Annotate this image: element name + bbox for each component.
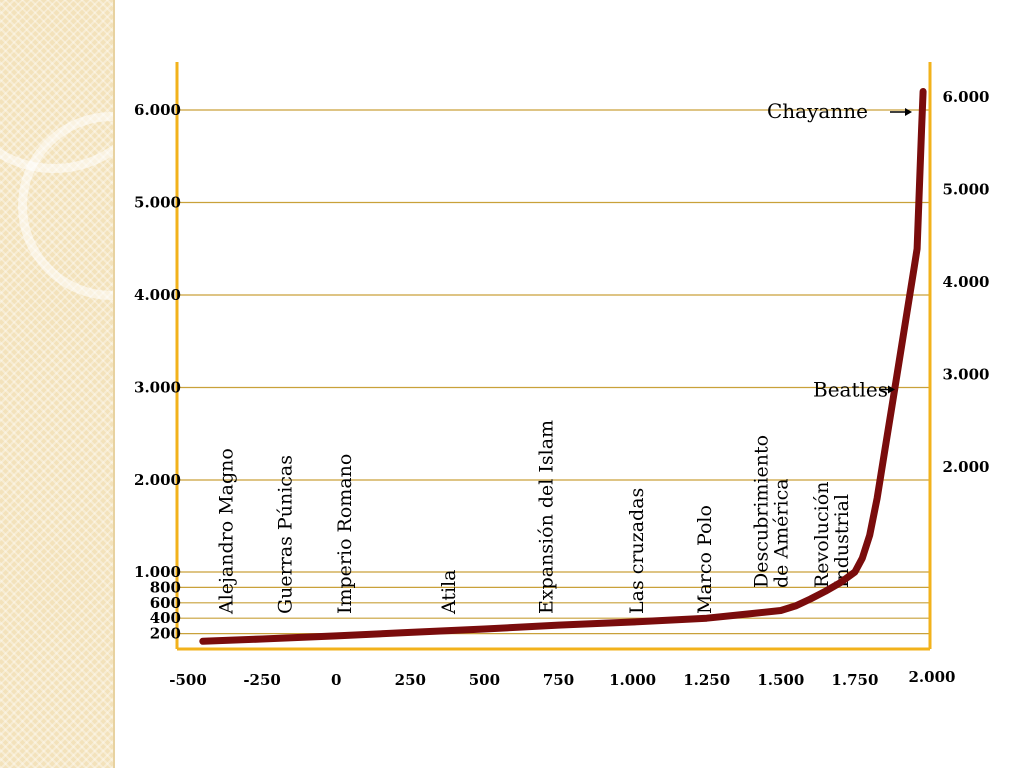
y-tick-label-left: 1.000 xyxy=(134,563,181,581)
y-tick-label-right: 6.000 xyxy=(943,88,990,106)
x-tick-label: 500 xyxy=(469,671,500,689)
annotation-label: Chayanne xyxy=(767,99,868,123)
y-tick-label-left: 4.000 xyxy=(134,286,181,304)
y-tick-label-left: 200 xyxy=(150,625,181,643)
event-label: Industrial xyxy=(831,494,853,588)
y-tick-label-right: 5.000 xyxy=(943,181,990,199)
event-label: de América xyxy=(770,478,792,588)
event-label: Expansión del Islam xyxy=(536,420,558,614)
event-label: Marco Polo xyxy=(694,505,716,614)
event-label: Imperio Romano xyxy=(334,454,356,614)
x-tick-label: 250 xyxy=(395,671,426,689)
y-tick-label-right: 3.000 xyxy=(943,366,990,384)
annotation-label: Beatles xyxy=(813,378,888,402)
x-tick-label: -250 xyxy=(243,671,281,689)
y-tick-label-left: 600 xyxy=(150,594,181,612)
event-label: Guerras Púnicas xyxy=(275,455,297,614)
event-label: Revolución xyxy=(811,482,833,588)
population-curve xyxy=(199,88,927,645)
x-tick-label: 1.000 xyxy=(609,671,656,689)
annotation-arrowhead xyxy=(888,385,895,394)
decorative-side-panel xyxy=(0,0,115,768)
event-label: Las cruzadas xyxy=(626,488,648,614)
x-tick-label: 2.000 xyxy=(909,668,956,686)
annotation-arrowhead xyxy=(905,108,912,116)
y-tick-label-left: 400 xyxy=(150,609,181,627)
x-tick-label: 1.250 xyxy=(683,671,730,689)
event-label: Descubrimiento xyxy=(750,435,772,588)
y-tick-label-left: 6.000 xyxy=(134,101,181,119)
event-label: Atila xyxy=(438,569,460,615)
x-tick-label: 0 xyxy=(331,671,341,689)
y-tick-label-left: 800 xyxy=(150,578,181,596)
x-tick-label: 750 xyxy=(543,671,574,689)
x-tick-label: 1.500 xyxy=(757,671,804,689)
x-tick-label: -500 xyxy=(169,671,207,689)
event-label: Alejandro Magno xyxy=(215,448,237,615)
y-tick-label-right: 2.000 xyxy=(943,458,990,476)
x-tick-label: 1.750 xyxy=(831,671,878,689)
y-tick-label-right: 4.000 xyxy=(943,273,990,291)
y-tick-label-left: 5.000 xyxy=(134,194,181,212)
y-tick-label-left: 3.000 xyxy=(134,379,181,397)
y-tick-label-left: 2.000 xyxy=(134,471,181,489)
